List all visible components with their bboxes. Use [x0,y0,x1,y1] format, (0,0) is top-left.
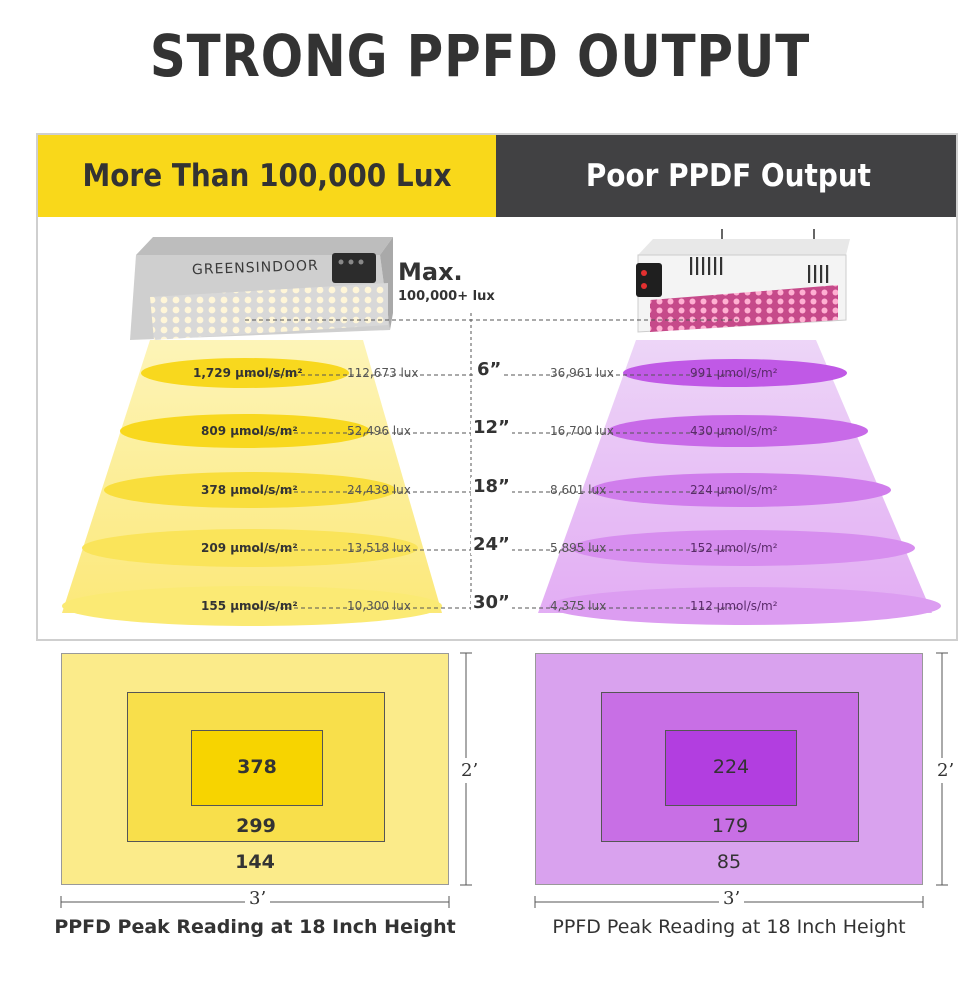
height-label-12: 12” [471,417,512,438]
purple-level-ellipse [571,530,915,566]
right-lux-24: 5,895 lux [550,541,607,555]
right-map-width-label: 3’ [719,888,745,909]
right-map-outer-value: 85 [716,851,742,873]
left-lux-18: 24,439 lux [347,483,411,497]
light-beam-diagram [62,229,941,626]
purple-level-ellipse [608,415,868,447]
right-ppfd-6: 991 µmol/s/m² [690,366,778,380]
left-map-height-label: 2’ [461,758,479,783]
yellow-level-ellipse [141,358,349,388]
right-map-caption: PPFD Peak Reading at 18 Inch Height [552,916,906,938]
left-map-middle: 378 299 [127,692,385,842]
yellow-level-ellipse [62,586,442,626]
right-map-inner: 224 [665,730,797,806]
header-right-text: Poor PPDF Output [585,158,871,194]
right-ppfd-30: 112 µmol/s/m² [690,599,778,613]
left-lux-30: 10,300 lux [347,599,411,613]
right-lux-18: 8,601 lux [550,483,607,497]
left-ppfd-30: 155 µmol/s/m² [201,599,298,613]
greensindoor-lamp [130,237,393,340]
left-map-caption: PPFD Peak Reading at 18 Inch Height [54,916,456,938]
height-label-24: 24” [471,534,512,555]
max-label: Max. [398,258,463,286]
left-ppfd-18: 378 µmol/s/m² [201,483,298,497]
yellow-level-ellipse [82,529,418,567]
right-lux-12: 16,700 lux [550,424,614,438]
right-map-height-label: 2’ [937,758,955,783]
purple-level-ellipse [591,473,891,507]
left-ppfd-6: 1,729 µmol/s/m² [193,366,303,380]
max-value: 100,000+ lux [398,289,495,304]
comparison-panel: More Than 100,000 Lux Poor PPDF Output [36,133,958,641]
right-map-middle-value: 179 [711,815,749,837]
right-map-middle: 224 179 [601,692,859,842]
left-map-outer-value: 144 [235,851,275,873]
left-map-inner-value: 378 [237,756,277,778]
left-map-inner: 378 [191,730,323,806]
left-map-middle-value: 299 [236,815,276,837]
right-ppfd-24: 152 µmol/s/m² [690,541,778,555]
right-ppfd-map: 224 179 85 [535,653,923,885]
height-label-18: 18” [471,476,512,497]
left-lux-6: 112,673 lux [347,366,419,380]
right-lux-30: 4,375 lux [550,599,607,613]
header-greensindoor: More Than 100,000 Lux [38,135,496,217]
right-ppfd-18: 224 µmol/s/m² [690,483,778,497]
competitor-lamp [636,229,850,333]
header-left-text: More Than 100,000 Lux [82,158,452,194]
left-ppfd-12: 809 µmol/s/m² [201,424,298,438]
left-ppfd-24: 209 µmol/s/m² [201,541,298,555]
yellow-level-ellipse [120,414,370,448]
right-map-inner-value: 224 [712,756,750,778]
left-ppfd-map: 378 299 144 [61,653,449,885]
page-title: STRONG PPFD OUTPUT [149,22,811,90]
height-label-6: 6” [475,359,504,380]
left-lux-12: 52,496 lux [347,424,411,438]
right-ppfd-12: 430 µmol/s/m² [690,424,778,438]
purple-level-ellipse [623,359,847,387]
yellow-level-ellipse [104,472,396,508]
left-map-width-label: 3’ [245,888,271,909]
height-label-30: 30” [471,592,512,613]
left-lux-24: 13,518 lux [347,541,411,555]
right-lux-6: 36,961 lux [550,366,614,380]
header-competitor: Poor PPDF Output [496,135,956,217]
purple-level-ellipse [549,587,941,625]
